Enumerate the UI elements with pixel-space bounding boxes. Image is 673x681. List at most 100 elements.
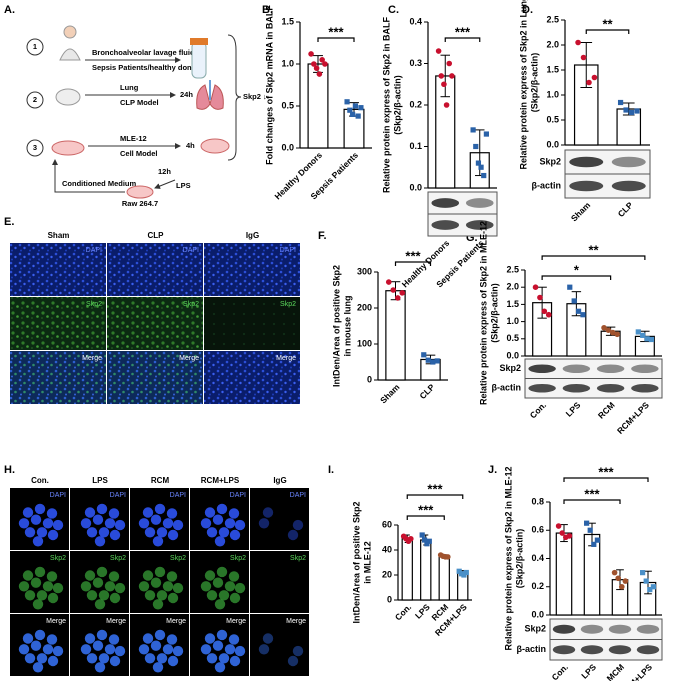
data-point	[355, 113, 361, 119]
dish-icon	[51, 140, 85, 156]
data-point	[622, 578, 629, 584]
data-point	[443, 102, 450, 108]
significance-label: **	[602, 16, 613, 31]
nucleus	[224, 644, 236, 655]
image-row-label: Merge	[226, 618, 246, 625]
nucleus	[46, 634, 58, 645]
nucleus	[167, 655, 179, 667]
data-point	[438, 73, 445, 79]
step-circle	[26, 38, 44, 56]
blot-band	[580, 624, 604, 634]
result-label: Skp2 ↓	[243, 92, 267, 101]
data-point	[408, 535, 414, 542]
nucleus	[109, 529, 121, 541]
significance-label: ***	[598, 464, 614, 479]
data-point	[532, 284, 539, 291]
nucleus	[86, 527, 98, 538]
nucleus	[224, 518, 236, 529]
data-point	[347, 107, 353, 113]
y-tick-label: 1.5	[506, 299, 519, 309]
blot-label: Skp2	[539, 156, 561, 166]
y-axis-label: IntDen/Area of positive Skp2	[331, 265, 341, 387]
data-point	[478, 164, 484, 170]
significance-label: ***	[405, 248, 421, 263]
stimulus-label: LPS	[176, 181, 191, 190]
nucleus	[32, 536, 44, 547]
nucleus	[52, 519, 64, 531]
nucleus	[24, 653, 36, 664]
panel-label: A.	[4, 4, 15, 16]
blot-band	[431, 198, 460, 208]
panel-label: E.	[4, 216, 14, 228]
nucleus	[22, 507, 34, 518]
significance-bracket	[317, 37, 355, 42]
data-point	[584, 520, 590, 526]
significance-bracket	[406, 515, 445, 520]
dish-icon	[126, 185, 154, 199]
nucleus	[150, 640, 162, 651]
data-point	[617, 99, 624, 106]
blot-band	[562, 383, 591, 393]
nucleus	[92, 640, 104, 651]
image-row-label: Skp2	[110, 555, 126, 562]
nucleus	[162, 518, 174, 529]
image-row-label: Merge	[106, 618, 126, 625]
blot-band	[528, 364, 556, 374]
micrograph	[107, 351, 203, 404]
blot-band	[552, 645, 576, 655]
data-point	[615, 575, 622, 582]
blot-band	[552, 624, 576, 634]
data-point	[640, 570, 646, 576]
nucleus	[152, 599, 164, 610]
data-point	[470, 127, 476, 133]
panel-label: I.	[328, 464, 334, 476]
nucleus	[36, 590, 48, 601]
nucleus	[167, 592, 179, 604]
data-point	[308, 51, 314, 57]
nucleus	[42, 644, 54, 655]
blot-band	[431, 220, 460, 230]
nucleus	[47, 655, 59, 667]
tube-icon	[191, 41, 207, 79]
nucleus	[109, 655, 121, 667]
nucleus	[287, 529, 299, 541]
image-row-label: Skp2	[290, 555, 306, 562]
nucleus	[234, 519, 246, 531]
bar	[420, 539, 432, 601]
micrograph	[107, 297, 203, 350]
nucleus	[104, 644, 116, 655]
patient-icon	[63, 25, 77, 39]
nucleus	[108, 634, 120, 645]
nucleus	[167, 529, 179, 541]
nucleus	[234, 582, 246, 594]
nucleus	[32, 662, 44, 673]
data-point	[449, 73, 455, 79]
data-point	[575, 308, 582, 314]
image-row-label: DAPI	[290, 492, 306, 499]
blot-label: β-actin	[532, 180, 562, 190]
nucleus	[228, 571, 240, 582]
nucleus	[22, 570, 34, 581]
y-axis-label: Fold changes of Skp2 mRNA in BALF	[264, 5, 274, 165]
step-text: CLP Model	[120, 98, 159, 107]
nucleus	[206, 653, 218, 664]
blot-band	[631, 383, 659, 393]
blot-band	[608, 645, 632, 655]
data-point	[591, 541, 597, 547]
nucleus	[46, 571, 58, 582]
nucleus	[30, 640, 42, 651]
blot-band	[562, 364, 591, 374]
y-tick-label: 0.5	[506, 333, 519, 343]
nucleus	[150, 577, 162, 588]
panel-label: F.	[318, 230, 327, 242]
nucleus	[204, 570, 216, 581]
nucleus	[114, 582, 126, 594]
y-axis-label: Relative protein express of Skp2 in MLE-…	[503, 466, 513, 650]
brace	[227, 34, 242, 161]
nucleus	[42, 581, 54, 592]
step-text: MLE-12	[120, 134, 147, 143]
nucleus	[98, 527, 110, 538]
data-point	[580, 54, 587, 61]
nucleus	[224, 581, 236, 592]
y-tick-label: 2.0	[506, 282, 519, 292]
